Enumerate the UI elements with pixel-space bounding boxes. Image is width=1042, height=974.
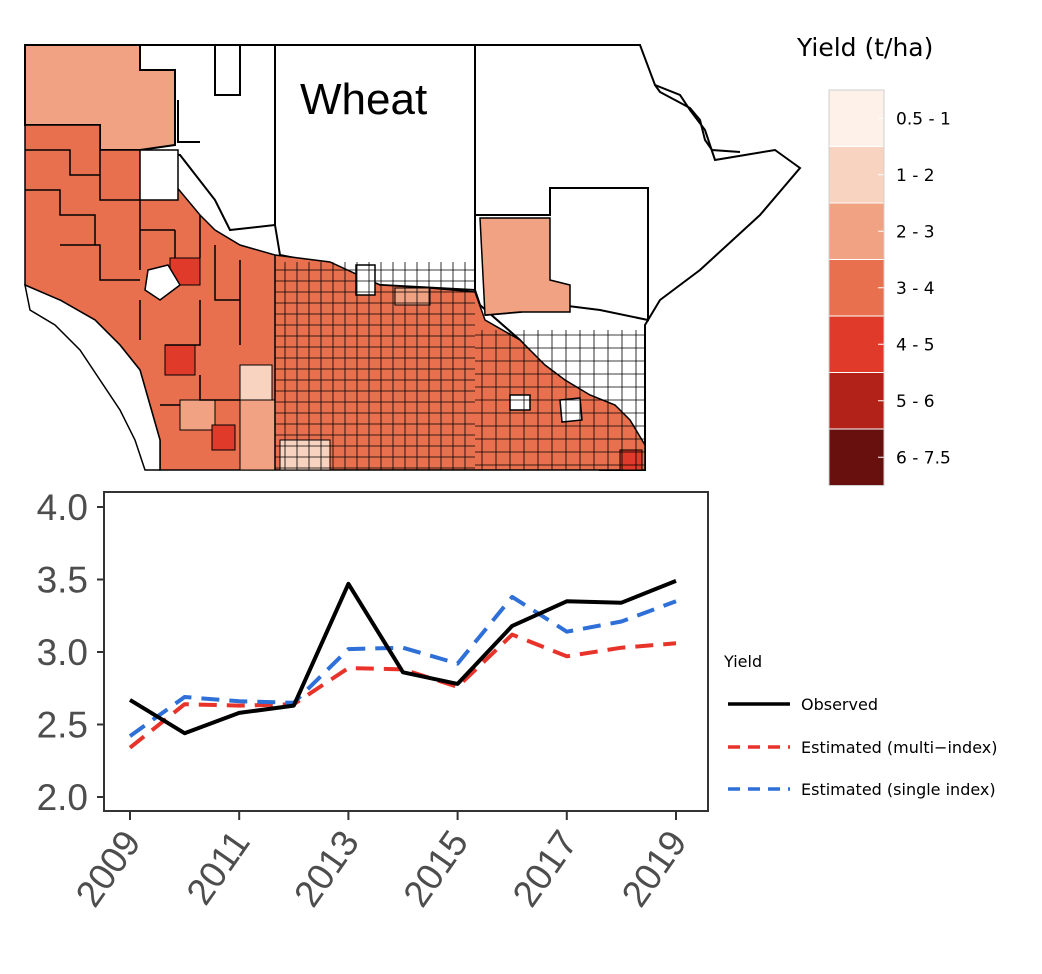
map-lake-2 bbox=[355, 264, 376, 296]
legend-swatch bbox=[828, 315, 885, 373]
legend-swatch bbox=[828, 146, 885, 204]
map-patch-light-5 bbox=[179, 399, 216, 431]
series-line-observed bbox=[128, 579, 677, 736]
map-patch-dark-4 bbox=[619, 449, 643, 471]
y-tick-label: 3.5 bbox=[37, 560, 88, 601]
series-line-estimated-multi-index bbox=[128, 632, 677, 750]
map-outline-north bbox=[177, 45, 241, 143]
legend-swatch bbox=[828, 259, 885, 317]
legend-swatch bbox=[828, 428, 885, 486]
y-tick-label: 2.5 bbox=[37, 705, 88, 746]
series-line-estimated-single-index bbox=[128, 594, 677, 738]
legend-label: 3 - 4 bbox=[896, 279, 935, 299]
map-outline-bay bbox=[654, 84, 741, 153]
legend-swatch bbox=[828, 202, 885, 260]
yield-line-chart: 2.0 2.5 3.0 3.5 4.0 2009 2011 2013 2015 2017 2019 bbox=[37, 487, 709, 914]
legend-label: 4 - 5 bbox=[896, 335, 935, 355]
legend-entry: Estimated (single index) bbox=[801, 780, 996, 799]
map-patch-light-1 bbox=[239, 364, 273, 401]
map-county-grid bbox=[275, 262, 645, 470]
legend-swatch bbox=[828, 372, 885, 430]
map-patch-light-4 bbox=[279, 439, 331, 471]
map-lake-4 bbox=[559, 397, 583, 423]
map-patch-dark-3 bbox=[211, 424, 236, 451]
map-west-borders bbox=[25, 149, 276, 470]
map-title: Wheat bbox=[300, 75, 427, 124]
x-tick-label: 2019 bbox=[614, 823, 695, 914]
wheat-yield-map: Wheat bbox=[23, 44, 802, 471]
map-patch-light-3 bbox=[239, 399, 276, 471]
map-patch-light-2 bbox=[394, 287, 431, 306]
map-region-east-light bbox=[479, 217, 571, 316]
legend-frame bbox=[828, 89, 885, 486]
x-tick-label: 2015 bbox=[395, 823, 476, 914]
legend-swatch bbox=[828, 89, 885, 147]
y-tick-label: 3.0 bbox=[37, 632, 88, 673]
x-tick-label: 2011 bbox=[179, 823, 258, 912]
map-lake-3 bbox=[144, 264, 181, 301]
legend-label: 0.5 - 1 bbox=[896, 109, 951, 129]
map-lake-1 bbox=[139, 149, 179, 201]
y-tick-label: 2.0 bbox=[37, 777, 88, 818]
map-lake-5 bbox=[509, 394, 531, 411]
map-lake-west bbox=[23, 283, 161, 471]
x-tick-label: 2009 bbox=[68, 823, 149, 914]
legend-label: 2 - 3 bbox=[896, 222, 935, 242]
legend-label: 1 - 2 bbox=[896, 166, 935, 186]
x-tick-label: 2013 bbox=[286, 823, 367, 914]
legend-entry: Observed bbox=[801, 695, 878, 714]
x-tick-label: 2017 bbox=[505, 823, 586, 914]
map-patch-dark-1 bbox=[164, 344, 196, 376]
y-tick-label: 4.0 bbox=[37, 487, 88, 528]
plot-panel bbox=[103, 491, 709, 812]
legend-entry: Estimated (multi−index) bbox=[801, 738, 997, 757]
county-lines bbox=[275, 262, 645, 470]
map-legend: Yield (t/ha) 0.5 - 1 1 - 2 2 - 3 3 - 4 4 - 5… bbox=[796, 33, 951, 486]
chart-legend: Yield Observed Estimated (multi−index) Est… bbox=[723, 652, 997, 799]
legend-label: 5 - 6 bbox=[896, 392, 935, 412]
legend-label: 6 - 7.5 bbox=[896, 448, 951, 468]
chart-legend-title: Yield bbox=[723, 652, 762, 671]
map-legend-title: Yield (t/ha) bbox=[796, 33, 933, 62]
